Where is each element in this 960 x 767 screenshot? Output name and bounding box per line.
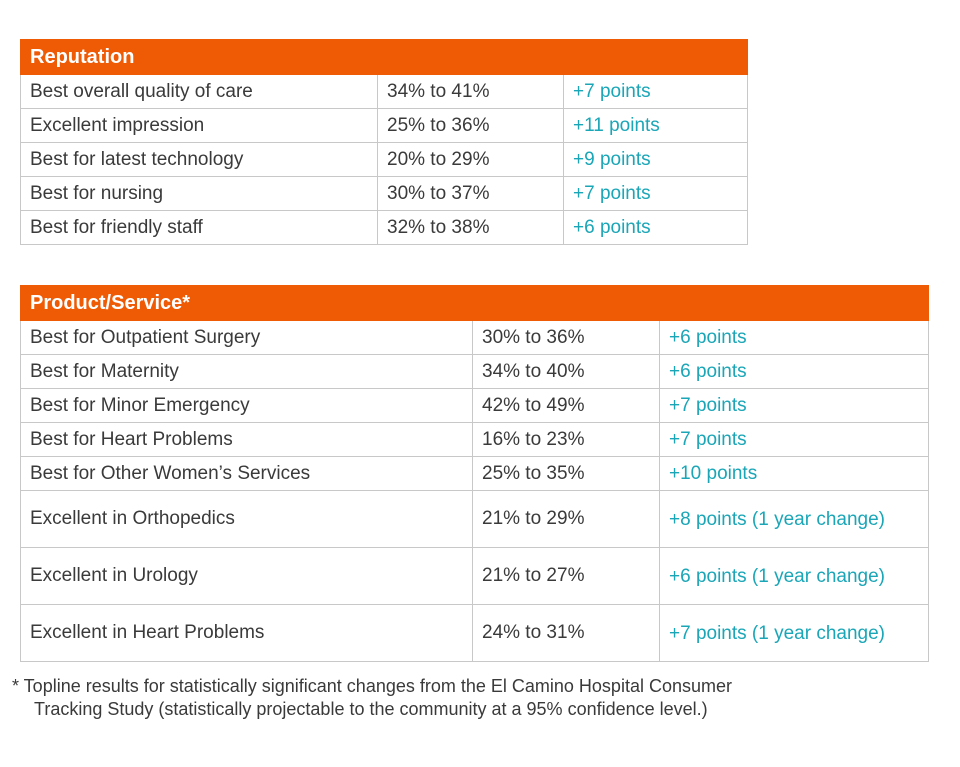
row-change: +7 points <box>562 176 749 211</box>
row-range: 24% to 31% <box>472 604 660 662</box>
table-row: Excellent impression 25% to 36% +11 points <box>20 108 749 143</box>
table-row: Best overall quality of care 34% to 41% +7… <box>20 74 749 109</box>
row-label: Best for Other Women’s Services <box>20 456 473 491</box>
row-range: 21% to 29% <box>472 490 660 548</box>
table-row: Best for Heart Problems 16% to 23% +7 poin… <box>20 422 929 457</box>
row-label: Excellent in Urology <box>20 547 473 605</box>
product-service-header-row: Product/Service* <box>20 285 929 321</box>
row-range: 42% to 49% <box>472 388 660 423</box>
table-row: Excellent in Orthopedics 21% to 29% +8 poi… <box>20 490 929 548</box>
product-service-header-blank-change <box>659 285 929 321</box>
table-row: Excellent in Urology 21% to 27% +6 points … <box>20 547 929 605</box>
row-change: +6 points <box>659 354 929 389</box>
row-range: 30% to 37% <box>377 176 564 211</box>
reputation-header: Reputation <box>19 39 749 75</box>
row-range: 25% to 35% <box>472 456 660 491</box>
row-range: 30% to 36% <box>472 320 660 355</box>
row-label: Best for nursing <box>20 176 378 211</box>
table-row: Best for Other Women’s Services 25% to 35… <box>20 456 929 491</box>
row-range: 34% to 41% <box>377 74 564 109</box>
row-range: 32% to 38% <box>377 210 564 245</box>
footnote-line-1: * Topline results for statistically sign… <box>12 676 732 696</box>
reputation-header-row: Reputation <box>19 39 749 75</box>
row-change: +7 points <box>659 388 929 423</box>
row-range: 34% to 40% <box>472 354 660 389</box>
row-label: Best for friendly staff <box>20 210 378 245</box>
row-change: +10 points <box>659 456 929 491</box>
product-service-header-blank-range <box>472 285 660 321</box>
table-row: Best for Minor Emergency 42% to 49% +7 poi… <box>20 388 929 423</box>
product-service-table: Product/Service* Best for Outpatient Sur… <box>20 285 929 662</box>
table-row: Best for Outpatient Surgery 30% to 36% +6 … <box>20 320 929 355</box>
table-row: Best for Maternity 34% to 40% +6 points <box>20 354 929 389</box>
row-change: +6 points <box>562 210 749 245</box>
row-change: +7 points (1 year change) <box>659 604 929 662</box>
row-label: Excellent in Heart Problems <box>20 604 473 662</box>
footnote-line-2: Tracking Study (statistically projectabl… <box>34 699 708 719</box>
product-service-header: Product/Service* <box>20 285 473 321</box>
row-label: Excellent in Orthopedics <box>20 490 473 548</box>
table-row: Best for friendly staff 32% to 38% +6 poin… <box>20 210 749 245</box>
row-label: Best for Maternity <box>20 354 473 389</box>
footnote: * Topline results for statistically sign… <box>12 675 942 721</box>
row-range: 20% to 29% <box>377 142 564 177</box>
row-change: +6 points <box>659 320 929 355</box>
row-range: 25% to 36% <box>377 108 564 143</box>
table-row: Best for latest technology 20% to 29% +9 p… <box>20 142 749 177</box>
row-change: +9 points <box>562 142 749 177</box>
table-row: Excellent in Heart Problems 24% to 31% +7 … <box>20 604 929 662</box>
row-label: Best for Outpatient Surgery <box>20 320 473 355</box>
row-range: 16% to 23% <box>472 422 660 457</box>
row-change: +11 points <box>562 108 749 143</box>
row-range: 21% to 27% <box>472 547 660 605</box>
row-label: Excellent impression <box>20 108 378 143</box>
row-change: +7 points <box>659 422 929 457</box>
row-label: Best overall quality of care <box>20 74 378 109</box>
row-change: +8 points (1 year change) <box>659 490 929 548</box>
row-label: Best for Heart Problems <box>20 422 473 457</box>
table-row: Best for nursing 30% to 37% +7 points <box>20 176 749 211</box>
row-change: +7 points <box>562 74 749 109</box>
row-label: Best for Minor Emergency <box>20 388 473 423</box>
reputation-table: Reputation Best overall quality of care 3… <box>19 39 749 245</box>
row-label: Best for latest technology <box>20 142 378 177</box>
row-change: +6 points (1 year change) <box>659 547 929 605</box>
